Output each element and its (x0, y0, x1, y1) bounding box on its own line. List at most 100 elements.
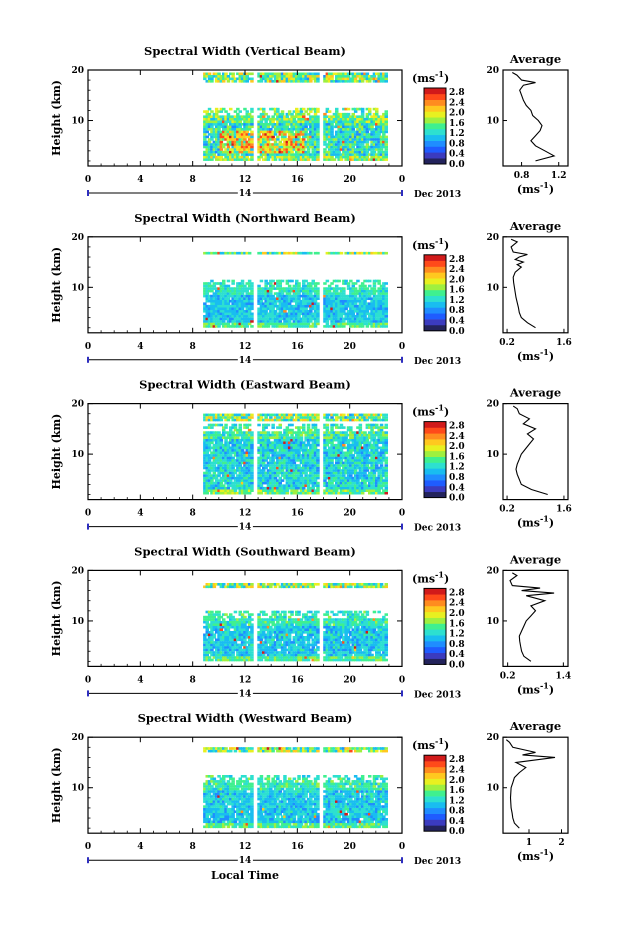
heatmap-cell (205, 461, 209, 465)
heatmap-cell (280, 145, 285, 149)
heatmap-cell (297, 474, 301, 477)
heatmap-cell (259, 413, 264, 417)
heatmap-cell (313, 287, 318, 290)
heatmap-cell (351, 449, 355, 452)
heatmap-cell (276, 287, 280, 290)
heatmap-cell (295, 140, 299, 144)
date-marker: 14 (239, 189, 252, 199)
heatmap-cell (356, 155, 360, 159)
heatmap-cell (379, 72, 384, 76)
heatmap-cell (382, 282, 386, 285)
heatmap-cell (224, 436, 228, 439)
heatmap-cell (323, 148, 327, 151)
heatmap-cell (337, 153, 341, 156)
heatmap-cell (285, 454, 290, 457)
heatmap-cell (278, 287, 282, 290)
heatmap-cell (271, 443, 275, 447)
heatmap-cell (229, 117, 233, 121)
heatmap-cell (323, 112, 327, 116)
heatmap-cell (299, 125, 304, 129)
heatmap-cell (346, 491, 351, 495)
heatmap-cell (339, 461, 344, 465)
heatmap-cell (323, 320, 327, 323)
heatmap-cell (245, 426, 249, 429)
heatmap-cell (379, 153, 384, 156)
heatmap-cell (332, 471, 337, 475)
heatmap-cell (337, 123, 341, 126)
heatmap-cell (229, 304, 233, 308)
heatmap-cell (316, 158, 320, 161)
heatmap-cell (313, 471, 318, 475)
heatmap-cell (290, 130, 294, 134)
heatmap-cell (266, 469, 271, 472)
heatmap-cell (351, 148, 355, 151)
heatmap-cell (278, 125, 282, 129)
heatmap-cell (349, 325, 353, 328)
heatmap-cell (245, 80, 249, 83)
heatmap-cell (377, 135, 381, 139)
heatmap-cell (353, 481, 358, 485)
heatmap-cell (240, 459, 245, 462)
heatmap-cell (264, 282, 268, 285)
heatmap-cell (379, 317, 384, 321)
heatmap-cell (285, 479, 290, 482)
heatmap-cell (222, 287, 226, 290)
heatmap-cell (360, 150, 365, 154)
heatmap-cell (325, 77, 330, 81)
heatmap-cell (231, 307, 235, 311)
heatmap-cell (295, 110, 299, 113)
colorbar-tick-label: 2.0 (449, 275, 465, 285)
heatmap-cell (332, 476, 337, 480)
heatmap-cell (250, 451, 254, 455)
heatmap-cell (358, 302, 363, 305)
heatmap-cell (240, 433, 245, 437)
heatmap-cell (316, 125, 320, 129)
heatmap-cell (344, 461, 348, 465)
heatmap-cell (264, 133, 268, 136)
heatmap-cell (245, 476, 249, 480)
heatmap-cell (311, 279, 315, 283)
heatmap-cell (273, 491, 278, 495)
heatmap-cell (375, 299, 379, 303)
heatmap-cell (292, 312, 297, 316)
heatmap-cell (285, 130, 290, 134)
heatmap-cell (269, 476, 273, 480)
heatmap-cell (297, 426, 301, 429)
heatmap-cell (372, 158, 377, 161)
heatmap-cell (360, 479, 365, 482)
heatmap-cell (304, 120, 308, 124)
heatmap-cell (297, 459, 301, 462)
heatmap-cell (229, 143, 233, 146)
heatmap-cell (375, 155, 379, 159)
heatmap-cell (353, 459, 358, 462)
heatmap-cell (236, 486, 240, 490)
heatmap-cell (325, 443, 330, 447)
heatmap-cell (212, 153, 217, 156)
heatmap-cell (205, 426, 209, 429)
heatmap-cell (283, 153, 287, 156)
heatmap-cell (233, 471, 238, 475)
heatmap-cell (297, 155, 301, 159)
heatmap-cell (325, 297, 330, 300)
heatmap-cell (264, 310, 268, 313)
heatmap-cell (377, 138, 381, 141)
heatmap-cell (259, 292, 264, 295)
heatmap-cell (353, 292, 358, 295)
heatmap-cell (358, 158, 363, 161)
heatmap-cell (222, 80, 226, 83)
heatmap-cell (264, 449, 268, 452)
heatmap-cell (247, 140, 252, 144)
heatmap-cell (245, 251, 249, 255)
heatmap-cell (299, 459, 304, 462)
heatmap-cell (231, 148, 235, 151)
heatmap-cell (276, 491, 280, 495)
heatmap-cell (309, 438, 313, 442)
heatmap-cell (309, 292, 313, 295)
heatmap-cell (280, 115, 285, 118)
heatmap-cell (276, 153, 280, 156)
heatmap-cell (375, 140, 379, 144)
heatmap-cell (271, 307, 275, 311)
heatmap-cell (269, 135, 273, 139)
heatmap-cell (266, 292, 271, 295)
heatmap-cell (358, 441, 363, 444)
